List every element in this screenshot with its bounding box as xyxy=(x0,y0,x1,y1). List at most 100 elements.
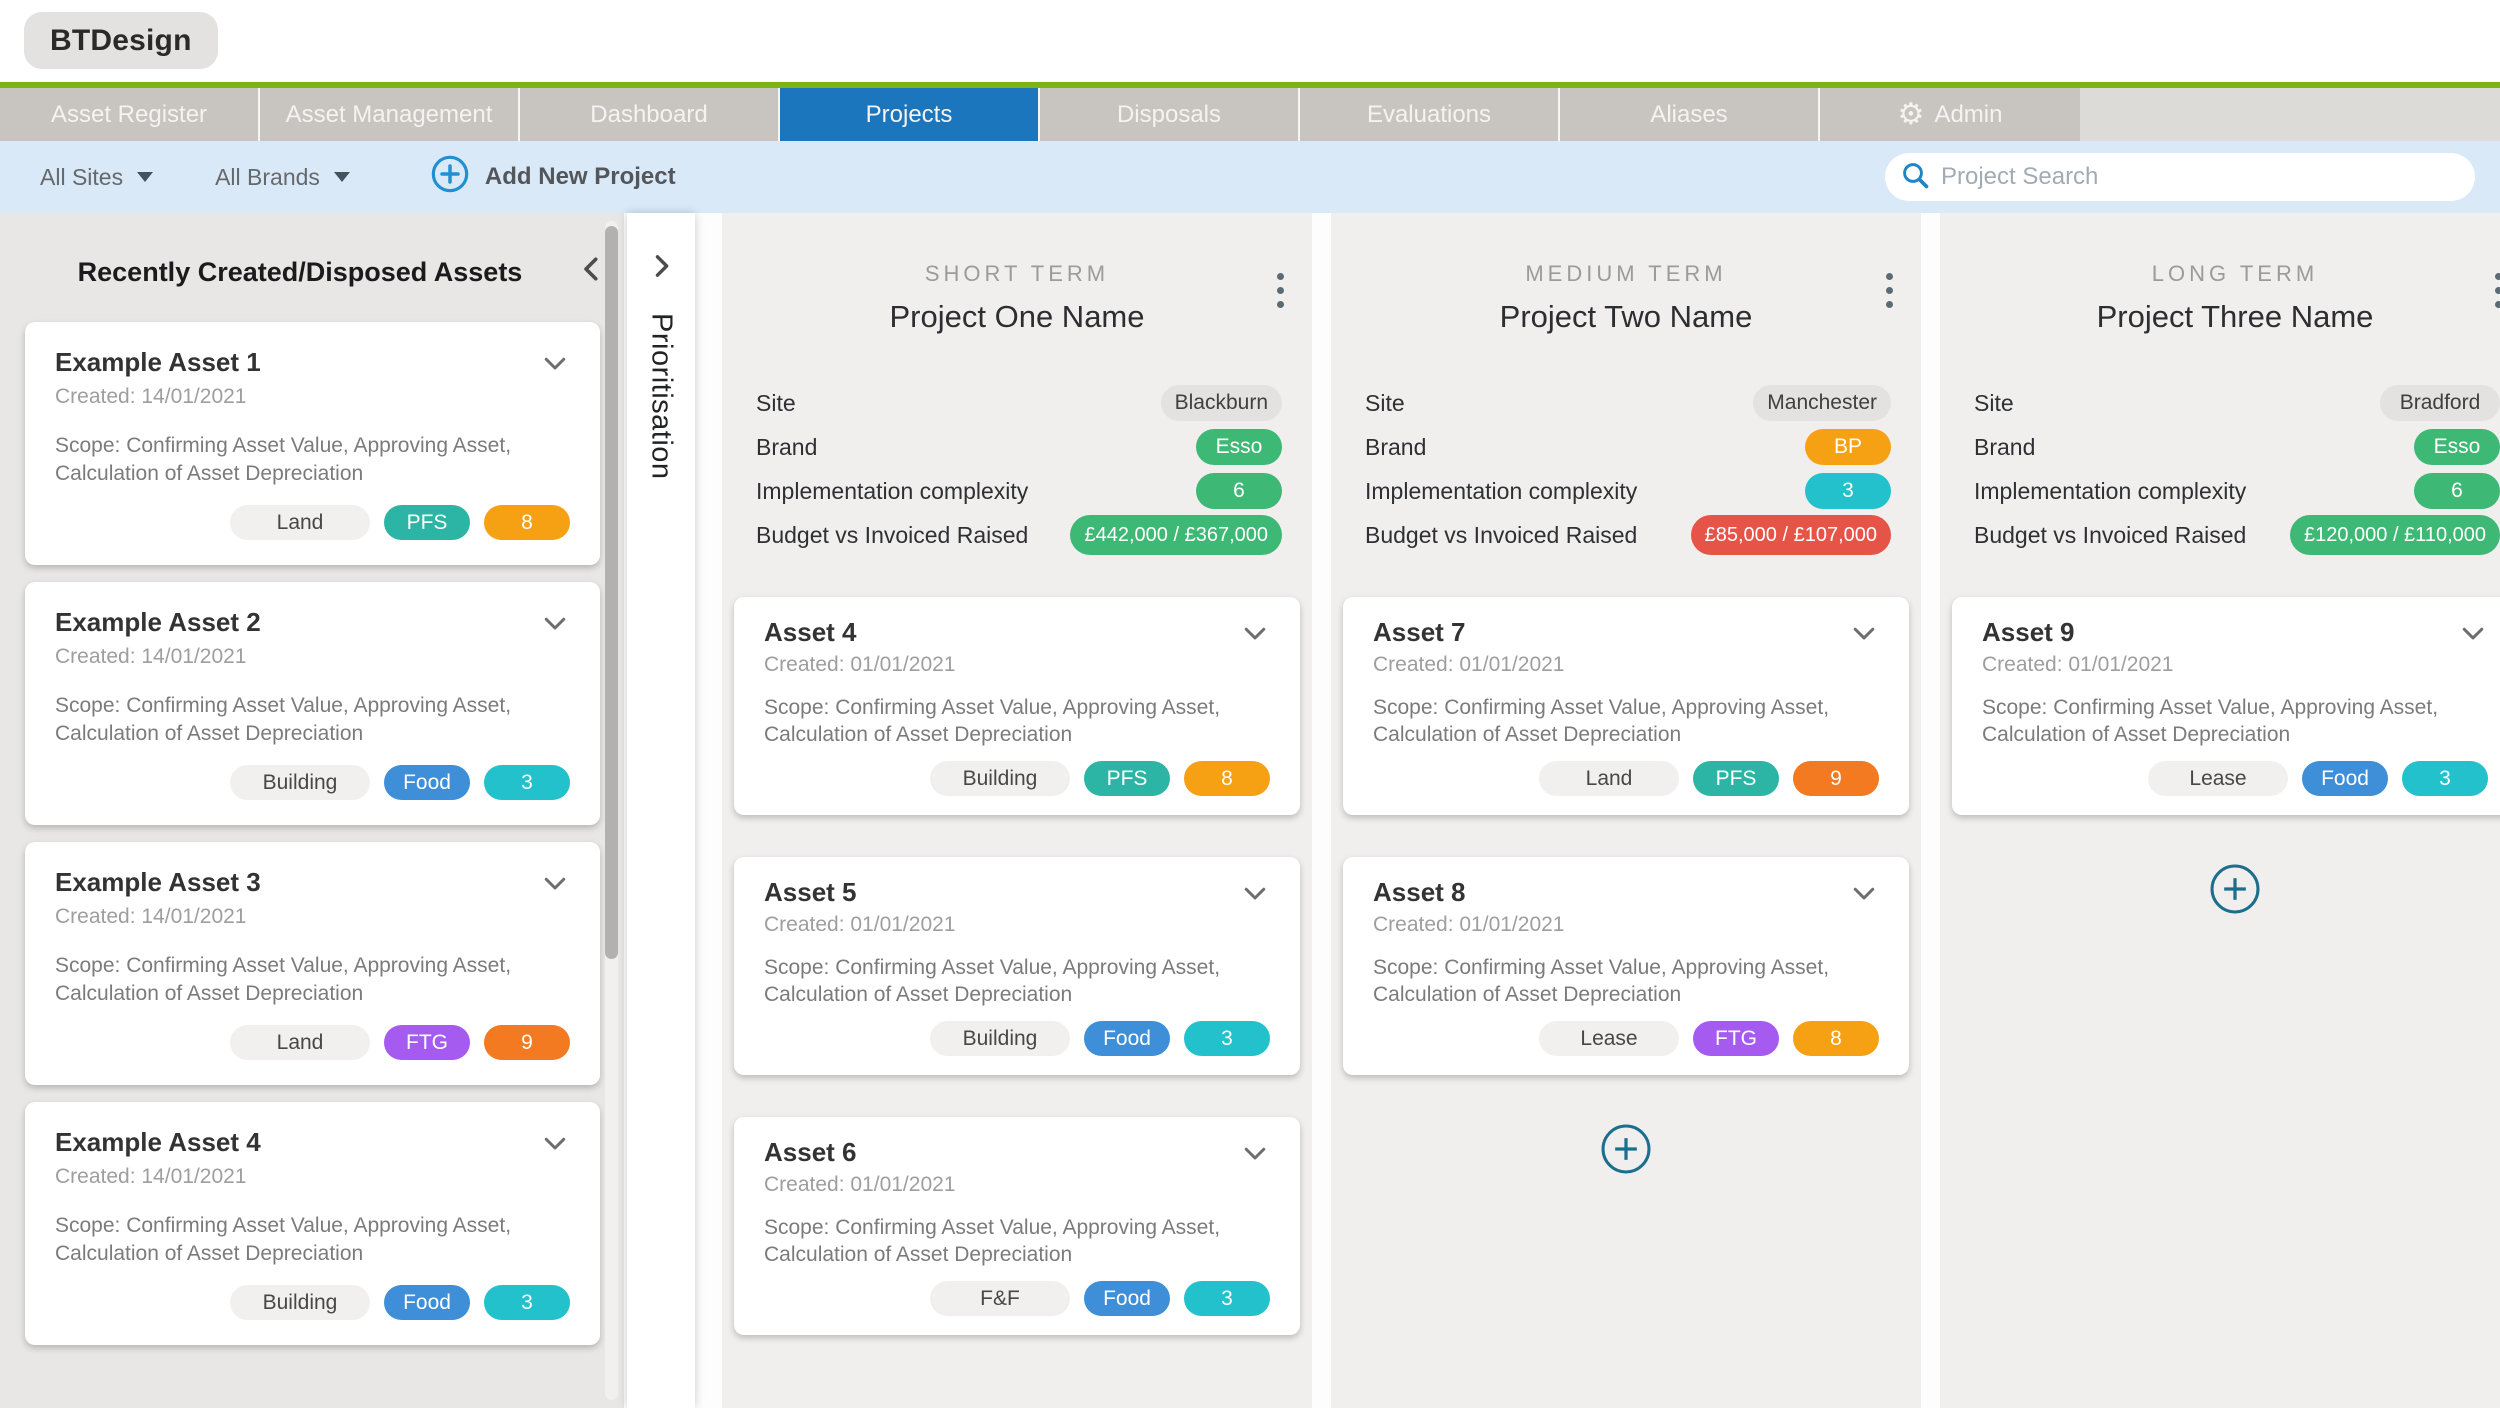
asset-card[interactable]: Asset 9 Created: 01/01/2021 Scope: Confirm… xyxy=(1952,597,2500,815)
asset-card[interactable]: Example Asset 1 Created: 14/01/2021 Scope:… xyxy=(25,322,600,565)
asset-scope: Scope: Confirming Asset Value, Approving… xyxy=(1982,696,2439,746)
add-new-project-label: Add New Project xyxy=(484,163,676,190)
badge-8: 8 xyxy=(484,505,570,540)
site-filter-dropdown[interactable]: All Sites xyxy=(40,163,154,191)
badge-3: 3 xyxy=(1184,1021,1270,1056)
asset-card[interactable]: Asset 8 Created: 01/01/2021 Scope: Confirm… xyxy=(1343,857,1909,1075)
tab-asset-management[interactable]: Asset Management xyxy=(260,88,520,141)
tab-label: Projects xyxy=(865,100,953,128)
badge-building: Building xyxy=(930,761,1070,796)
chevron-down-icon[interactable] xyxy=(1849,618,1879,648)
project-search-box[interactable] xyxy=(1885,153,2475,201)
chevron-down-icon[interactable] xyxy=(1240,618,1270,648)
recent-assets-sidebar: Recently Created/Disposed Assets Example… xyxy=(0,213,624,1408)
tab-asset-register[interactable]: Asset Register xyxy=(0,88,260,141)
tab-disposals[interactable]: Disposals xyxy=(1040,88,1300,141)
asset-card[interactable]: Asset 6 Created: 01/01/2021 Scope: Confirm… xyxy=(734,1117,1300,1335)
asset-created-date: Created: 14/01/2021 xyxy=(55,645,247,668)
field-value-pill: 6 xyxy=(1196,473,1282,509)
asset-card[interactable]: Example Asset 2 Created: 14/01/2021 Scope:… xyxy=(25,582,600,825)
field-label: Site xyxy=(756,389,796,416)
sidebar-scrollbar-thumb[interactable] xyxy=(605,226,618,959)
plus-circle-icon xyxy=(430,154,470,201)
chevron-down-icon[interactable] xyxy=(540,348,570,378)
brand-filter-dropdown[interactable]: All Brands xyxy=(215,164,350,191)
project-board: SHORT TERM Project One Name Site Blackburn B… xyxy=(722,213,2500,1408)
chevron-down-icon[interactable] xyxy=(540,868,570,898)
tabs-filler xyxy=(2080,88,2500,141)
tab-label: Dashboard xyxy=(590,100,708,128)
asset-title: Example Asset 3 xyxy=(55,867,261,897)
brand-filter-label: All Brands xyxy=(215,163,320,190)
tab-dashboard[interactable]: Dashboard xyxy=(520,88,780,141)
column-menu-icon[interactable] xyxy=(2491,269,2500,312)
field-row: Budget vs Invoiced Raised £85,000 / £107,… xyxy=(1331,513,1921,557)
badge-land: Land xyxy=(230,505,370,540)
asset-badges: Building Food 3 xyxy=(55,1285,570,1320)
project-name: Project One Name xyxy=(889,299,1145,334)
content-area: Recently Created/Disposed Assets Example… xyxy=(0,213,2500,1408)
field-row: Site Manchester xyxy=(1331,381,1921,425)
asset-card[interactable]: Asset 7 Created: 01/01/2021 Scope: Confirm… xyxy=(1343,597,1909,815)
asset-title: Asset 6 xyxy=(764,1137,857,1167)
badge-food: Food xyxy=(1084,1021,1170,1056)
site-filter-label: All Sites xyxy=(40,163,124,190)
tab-aliases[interactable]: Aliases xyxy=(1560,88,1820,141)
asset-title: Asset 4 xyxy=(764,617,857,647)
sidebar-collapse-button[interactable] xyxy=(574,251,610,287)
asset-badges: Building Food 3 xyxy=(55,765,570,800)
tab-evaluations[interactable]: Evaluations xyxy=(1300,88,1560,141)
asset-created-date: Created: 01/01/2021 xyxy=(764,653,956,676)
asset-title: Asset 7 xyxy=(1373,617,1466,647)
chevron-down-icon[interactable] xyxy=(2458,618,2488,648)
badge-land: Land xyxy=(230,1025,370,1060)
badge-food: Food xyxy=(384,765,470,800)
tab-projects[interactable]: Projects xyxy=(780,88,1040,141)
column-medium-term: MEDIUM TERM Project Two Name Site Mancheste… xyxy=(1331,213,1921,1408)
add-asset-button[interactable] xyxy=(2209,863,2261,915)
badge-pfs: PFS xyxy=(1693,761,1779,796)
add-asset-button[interactable] xyxy=(1600,1123,1652,1175)
asset-scope: Scope: Confirming Asset Value, Approving… xyxy=(764,956,1221,1006)
tab-label: Aliases xyxy=(1650,100,1728,128)
field-value-pill: BP xyxy=(1805,429,1891,465)
column-term-label: SHORT TERM xyxy=(924,261,1110,286)
field-label: Budget vs Invoiced Raised xyxy=(1974,521,2247,548)
asset-scope: Scope: Confirming Asset Value, Approving… xyxy=(1373,956,1830,1006)
chevron-right-icon[interactable] xyxy=(644,249,678,283)
asset-badges: Land PFS 8 xyxy=(55,505,570,540)
chevron-down-icon[interactable] xyxy=(1240,1138,1270,1168)
column-asset-list: Asset 7 Created: 01/01/2021 Scope: Confirm… xyxy=(1343,597,1909,1075)
badge-3: 3 xyxy=(2402,761,2488,796)
asset-card[interactable]: Asset 5 Created: 01/01/2021 Scope: Confirm… xyxy=(734,857,1300,1075)
chevron-down-icon[interactable] xyxy=(1240,878,1270,908)
chevron-down-icon[interactable] xyxy=(540,1128,570,1158)
top-bar: BTDesign xyxy=(0,0,2500,82)
asset-created-date: Created: 01/01/2021 xyxy=(764,1173,956,1196)
prioritisation-panel[interactable]: Prioritisation xyxy=(627,213,695,1408)
asset-card[interactable]: Asset 4 Created: 01/01/2021 Scope: Confirm… xyxy=(734,597,1300,815)
asset-scope: Scope: Confirming Asset Value, Approving… xyxy=(55,954,512,1005)
asset-card[interactable]: Example Asset 3 Created: 14/01/2021 Scope:… xyxy=(25,842,600,1085)
asset-badges: Building Food 3 xyxy=(764,1021,1270,1056)
badge-lease: Lease xyxy=(2148,761,2288,796)
project-name: Project Three Name xyxy=(2096,299,2374,334)
asset-badges: Lease Food 3 xyxy=(1982,761,2488,796)
asset-badges: Lease FTG 8 xyxy=(1373,1021,1879,1056)
asset-scope: Scope: Confirming Asset Value, Approving… xyxy=(764,696,1221,746)
add-new-project-button[interactable]: Add New Project xyxy=(430,154,676,201)
tab-admin[interactable]: ⚙ Admin xyxy=(1820,88,2080,141)
asset-badges: Land PFS 9 xyxy=(1373,761,1879,796)
column-menu-icon[interactable] xyxy=(1882,269,1897,312)
badge-3: 3 xyxy=(484,1285,570,1320)
asset-badges: Building PFS 8 xyxy=(764,761,1270,796)
column-term-label: MEDIUM TERM xyxy=(1525,261,1727,286)
asset-title: Asset 9 xyxy=(1982,617,2075,647)
asset-card[interactable]: Example Asset 4 Created: 14/01/2021 Scope:… xyxy=(25,1102,600,1345)
column-asset-list: Asset 9 Created: 01/01/2021 Scope: Confirm… xyxy=(1952,597,2500,815)
chevron-down-icon[interactable] xyxy=(540,608,570,638)
column-menu-icon[interactable] xyxy=(1273,269,1288,312)
chevron-down-icon[interactable] xyxy=(1849,878,1879,908)
app-logo: BTDesign xyxy=(24,12,218,69)
search-input[interactable] xyxy=(1931,163,2461,191)
